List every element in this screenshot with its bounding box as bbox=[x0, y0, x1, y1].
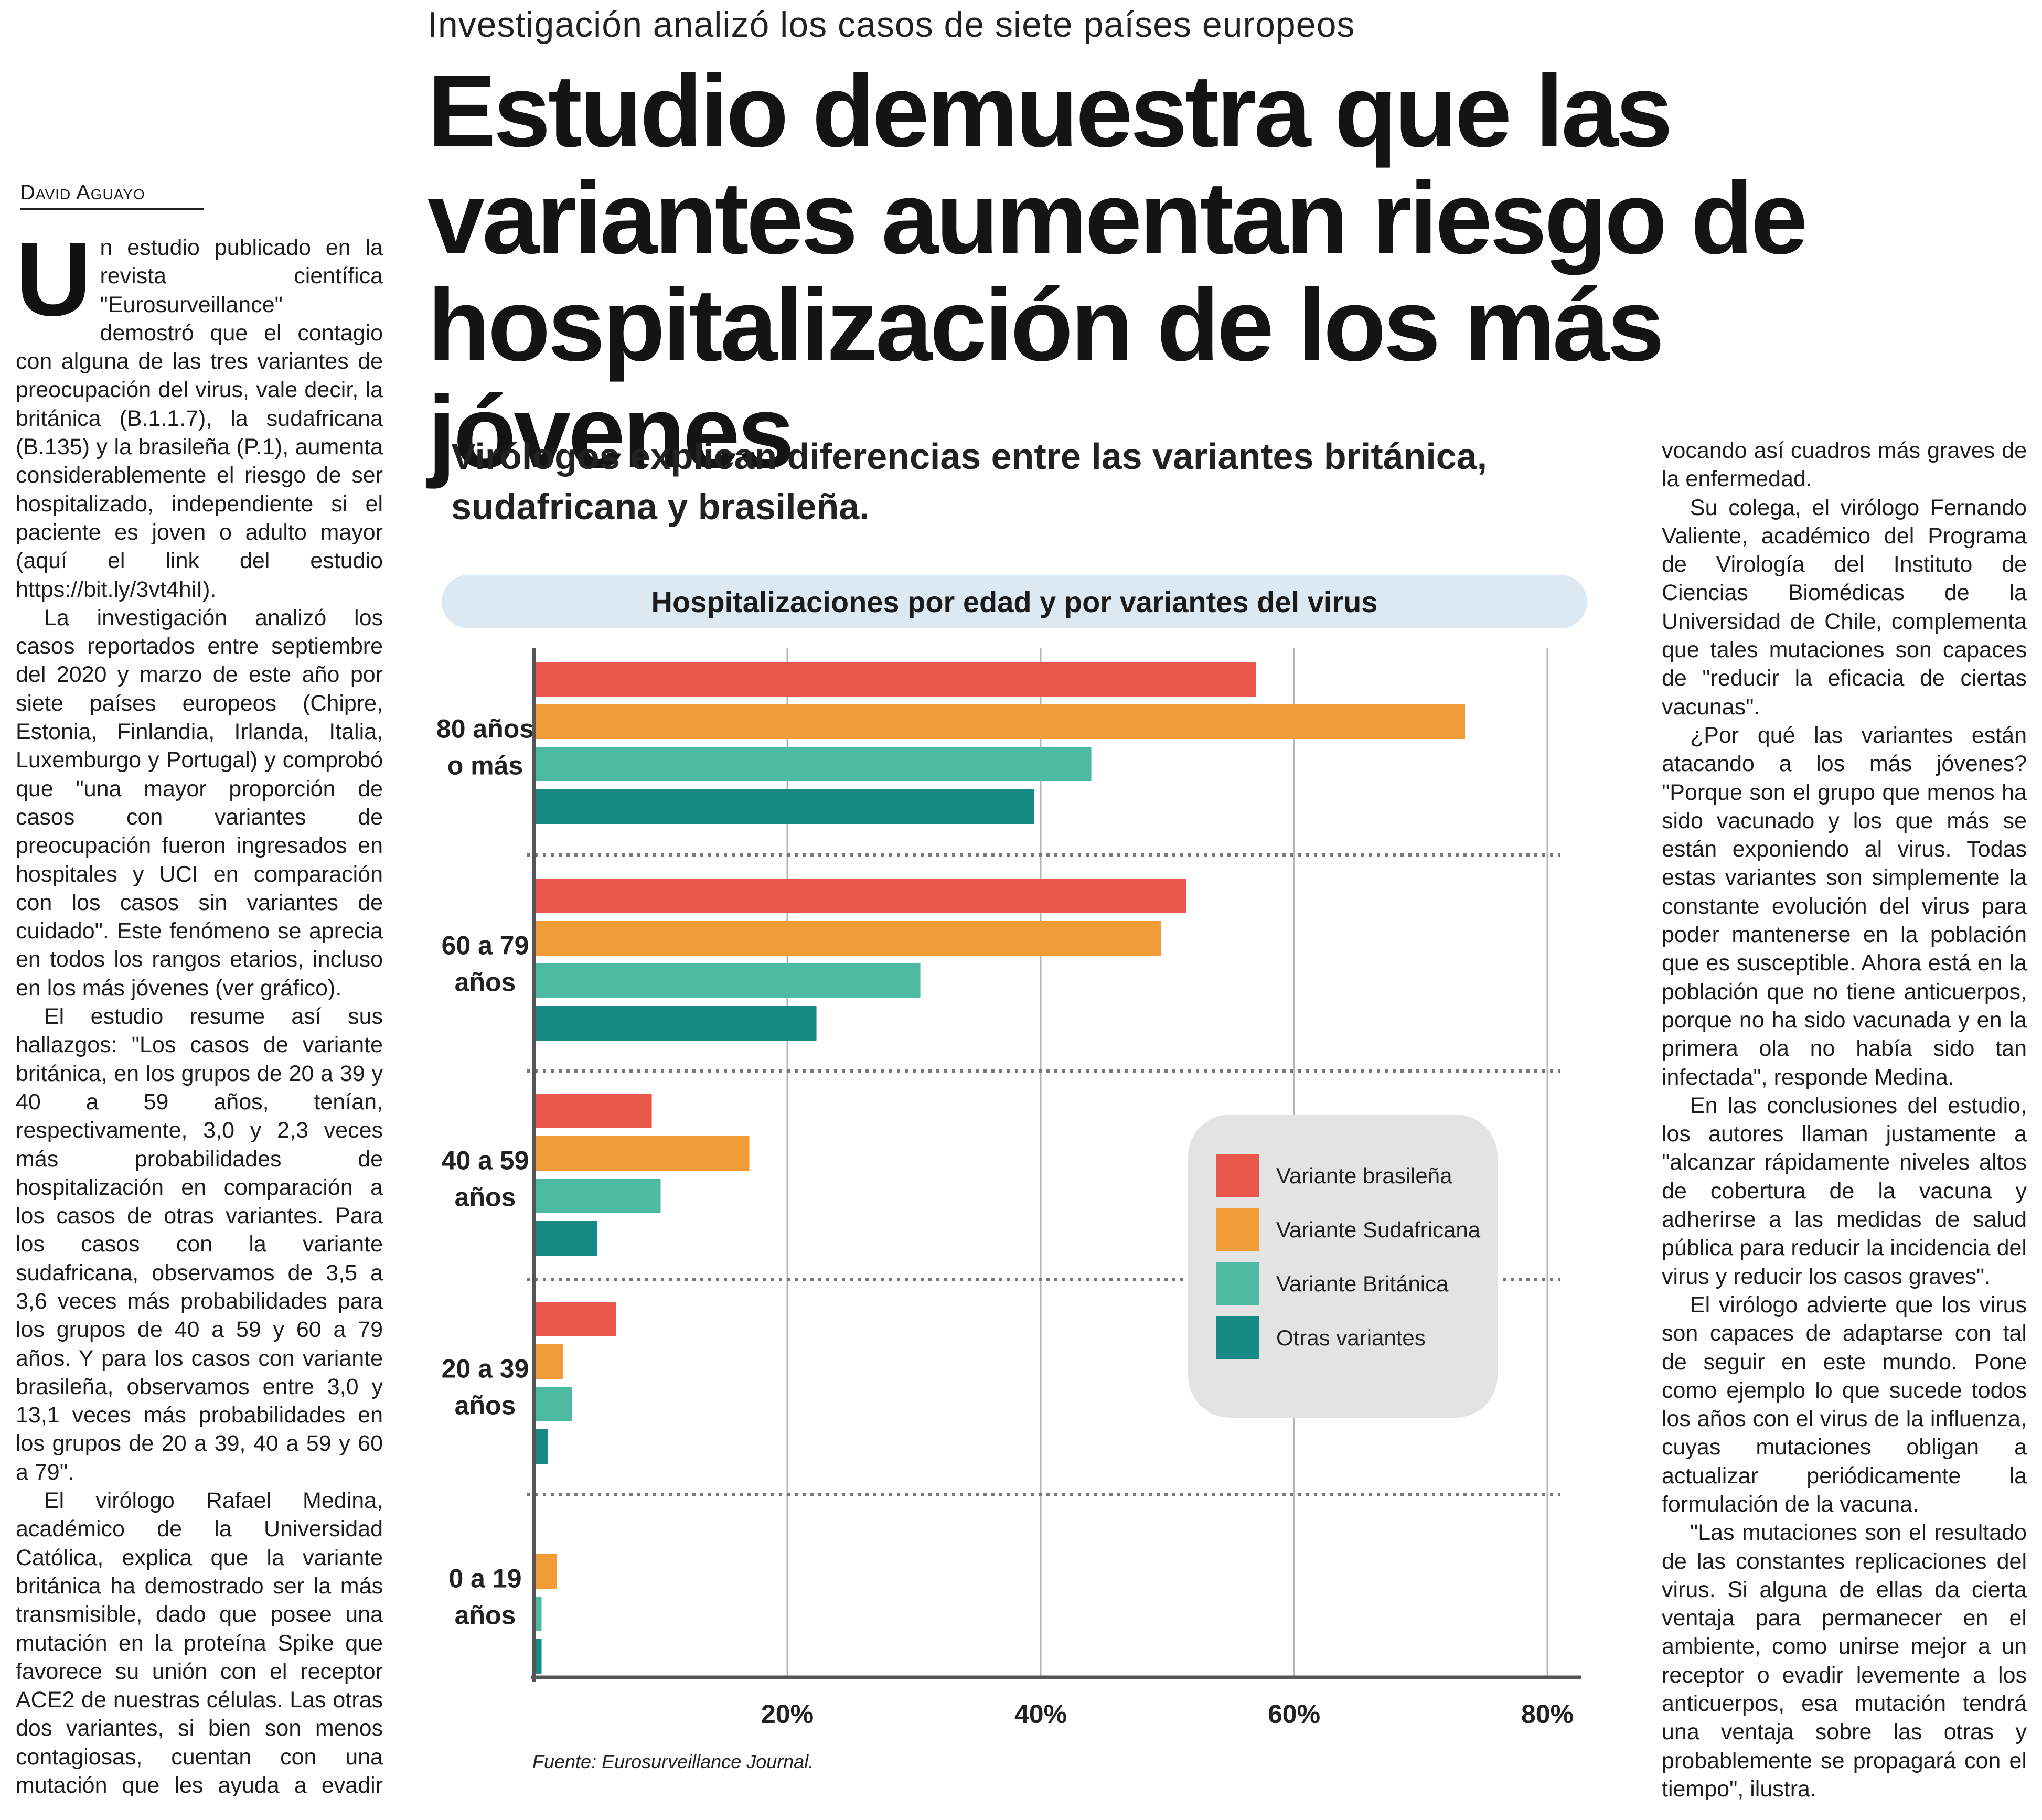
subhead: Virólogos explican diferencias entre las… bbox=[451, 436, 1488, 527]
paragraph-r3: ¿Por qué las variantes están atacando a … bbox=[1662, 722, 2027, 1090]
x-tick-label-1: 40% bbox=[1014, 1699, 1067, 1729]
category-label-0-1: o más bbox=[447, 751, 523, 780]
category-label-0-0: 80 años bbox=[436, 714, 534, 744]
bar-0-0 bbox=[534, 662, 1256, 697]
category-label-2-0: 40 a 59 bbox=[442, 1146, 529, 1175]
paragraph-r2: Su colega, el virólogo Fernando Valiente… bbox=[1662, 495, 2027, 720]
paragraph-r5: El virólogo advierte que los virus son c… bbox=[1662, 1292, 2027, 1517]
chart-source: Fuente: Eurosurveillance Journal. bbox=[532, 1751, 814, 1772]
byline: David Aguayo bbox=[20, 181, 204, 210]
bar-0-2 bbox=[534, 747, 1092, 781]
legend-label-2: Variante Británica bbox=[1276, 1271, 1449, 1296]
category-label-1-1: años bbox=[455, 968, 516, 997]
paragraph-r6: "Las mutaciones son el resultado de las … bbox=[1662, 1520, 2027, 1800]
kicker: Investigación analizó los casos de siete… bbox=[427, 5, 1355, 45]
bar-2-1 bbox=[534, 1136, 750, 1171]
paragraph-2: La investigación analizó los casos repor… bbox=[16, 605, 383, 1001]
legend-label-1: Variante Sudafricana bbox=[1276, 1217, 1481, 1242]
bar-3-0 bbox=[534, 1302, 616, 1336]
x-tick-label-2: 60% bbox=[1268, 1699, 1320, 1729]
legend-label-0: Variante brasileña bbox=[1276, 1163, 1452, 1188]
legend-swatch-0 bbox=[1216, 1154, 1259, 1197]
bar-2-0 bbox=[534, 1094, 652, 1128]
paragraph-1-text: n estudio publicado en la revista cientí… bbox=[16, 235, 383, 602]
paragraph-r1: vocando así cuadros más graves de la enf… bbox=[1662, 438, 2027, 492]
category-label-1-0: 60 a 79 bbox=[442, 931, 529, 960]
paragraph-r4: En las conclusiones del estudio, los aut… bbox=[1662, 1093, 2027, 1289]
bar-4-1 bbox=[534, 1554, 557, 1589]
dropcap: U bbox=[16, 233, 92, 338]
category-label-4-1: años bbox=[455, 1601, 516, 1630]
x-tick-label-0: 20% bbox=[761, 1699, 814, 1729]
chart-title: Hospitalizaciones por edad y por variant… bbox=[442, 575, 1587, 628]
category-label-3-1: años bbox=[455, 1391, 516, 1420]
bar-4-2 bbox=[534, 1597, 542, 1631]
bar-1-1 bbox=[534, 921, 1161, 956]
legend-box bbox=[1188, 1115, 1498, 1418]
legend-swatch-1 bbox=[1216, 1208, 1259, 1251]
category-label-2-1: años bbox=[455, 1183, 516, 1212]
paragraph-4: El virólogo Rafael Medina, académico de … bbox=[16, 1488, 383, 1796]
legend-swatch-3 bbox=[1216, 1316, 1259, 1359]
bar-2-3 bbox=[534, 1221, 597, 1256]
headline: Estudio demuestra que las variantes aume… bbox=[427, 53, 1808, 489]
category-label-4-0: 0 a 19 bbox=[448, 1564, 521, 1593]
paragraph-3: El estudio resume así sus hallazgos: "Lo… bbox=[16, 1004, 383, 1485]
category-label-3-0: 20 a 39 bbox=[442, 1354, 529, 1384]
bar-0-3 bbox=[534, 789, 1034, 824]
bar-0-1 bbox=[534, 704, 1466, 739]
bar-1-2 bbox=[534, 963, 921, 998]
bar-3-2 bbox=[534, 1387, 572, 1421]
legend-swatch-2 bbox=[1216, 1262, 1259, 1305]
bar-1-3 bbox=[534, 1006, 817, 1041]
bar-2-2 bbox=[534, 1179, 661, 1213]
x-tick-label-3: 80% bbox=[1521, 1699, 1574, 1729]
right-column: vocando así cuadros más graves de la enf… bbox=[1662, 436, 2027, 1800]
bar-4-3 bbox=[534, 1639, 542, 1674]
bar-3-1 bbox=[534, 1344, 563, 1379]
legend-label-3: Otras variantes bbox=[1276, 1325, 1426, 1350]
bar-3-3 bbox=[534, 1429, 548, 1464]
bar-1-0 bbox=[534, 879, 1186, 913]
